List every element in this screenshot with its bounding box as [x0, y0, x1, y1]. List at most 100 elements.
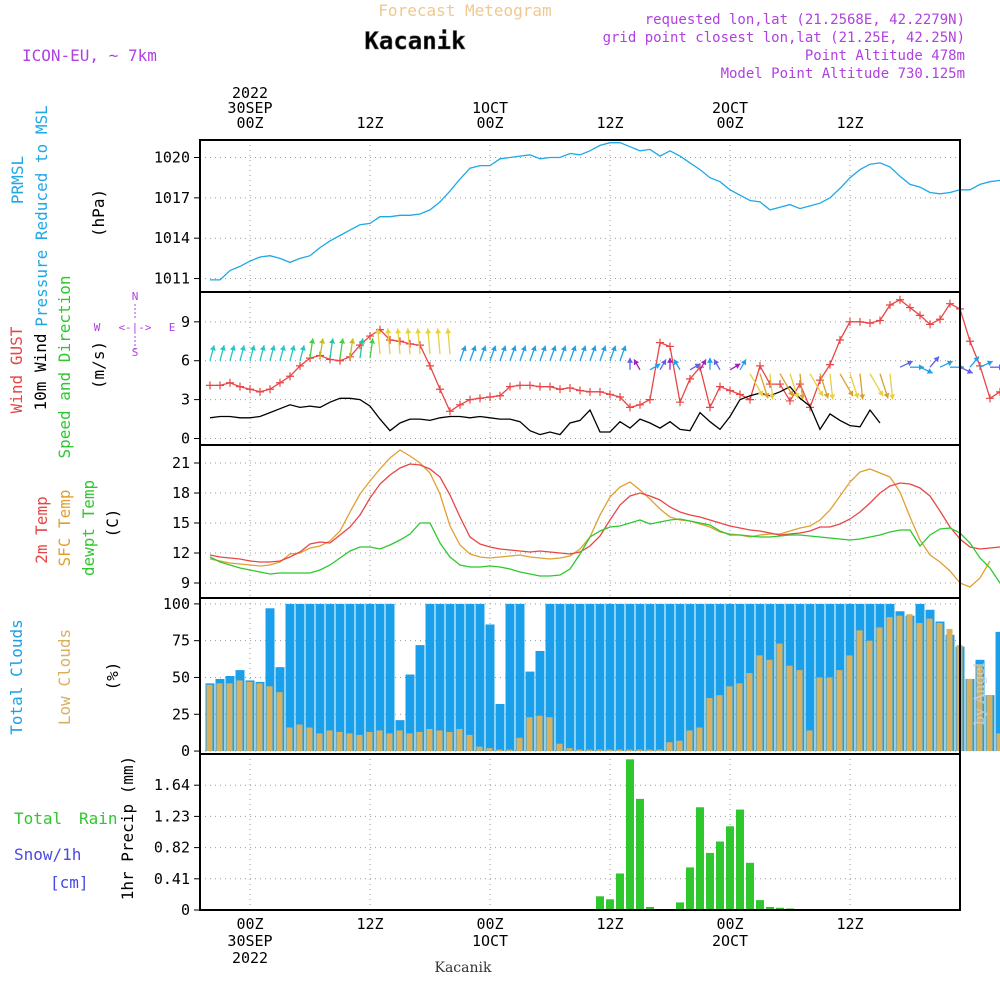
- temp-2m-label: 2m Temp: [32, 496, 51, 563]
- total-cloud-bar: [305, 603, 315, 752]
- low-cloud-bar: [676, 740, 683, 752]
- low-cloud-bar: [736, 683, 743, 752]
- precip-rain-label: Rain: [79, 809, 118, 828]
- ytick-label-cloud: 50: [172, 668, 190, 686]
- wind-arrow-head: [654, 363, 661, 369]
- total-cloud-bar: [475, 603, 485, 752]
- bottom-time-label: 00Z: [716, 915, 743, 933]
- gust-point: [226, 378, 234, 387]
- panel-frame-precip: [199, 753, 961, 911]
- ytick-label-wind: 3: [181, 391, 190, 409]
- gust-point: [516, 381, 524, 390]
- low-cloud-bar: [486, 748, 493, 752]
- total-cloud-bar: [345, 603, 355, 752]
- gust-point: [626, 403, 634, 412]
- gust-point: [496, 391, 504, 400]
- wind-arrow-head: [395, 328, 402, 334]
- precip-unit: 1hr Precip (mm): [118, 756, 137, 901]
- wind-arrow-head: [289, 345, 296, 351]
- wind-arrow-head: [530, 345, 537, 352]
- total-cloud-bar: [265, 608, 275, 752]
- low-cloud-bar: [426, 728, 433, 752]
- series-pressure-prmsl: [210, 142, 1000, 281]
- panel-frame-wind: [199, 291, 961, 446]
- low-cloud-bar: [786, 665, 793, 752]
- low-cloud-bar: [296, 724, 303, 752]
- wind-arrow-head: [580, 345, 587, 352]
- low-cloud-bar: [316, 733, 323, 752]
- wind-arrow-head: [627, 357, 633, 363]
- gust-point: [886, 300, 894, 309]
- wind-arrow-head: [249, 345, 256, 351]
- rain-bar: [706, 852, 714, 910]
- pressure-unit: (hPa): [89, 189, 108, 237]
- cloud-low-label: Low Clouds: [55, 629, 74, 725]
- wind-arrow-head: [620, 345, 627, 352]
- rain-bar: [646, 906, 654, 910]
- wind-arrow-head: [349, 338, 356, 344]
- ytick-label-precip: 1.23: [154, 807, 190, 825]
- wind-arrow-head: [859, 394, 866, 400]
- wind-arrow-head: [259, 345, 266, 351]
- pressure-label: PRMSL: [8, 156, 27, 204]
- gust-point: [536, 382, 544, 391]
- low-cloud-bar: [406, 733, 413, 752]
- wind-arrow-head: [633, 359, 640, 366]
- gust-point: [676, 398, 684, 407]
- low-cloud-bar: [356, 734, 363, 752]
- wind-arrow-head: [847, 390, 854, 397]
- gust-point: [766, 380, 774, 389]
- total-cloud-bar: [735, 603, 745, 752]
- cloud-total-label: Total Clouds: [7, 619, 26, 735]
- total-cloud-bar: [445, 603, 455, 752]
- ytick-label-pressure: 1020: [154, 148, 190, 166]
- gust-point: [856, 317, 864, 326]
- wind-arrow-head: [694, 363, 701, 369]
- rain-bar: [686, 867, 694, 910]
- series-temp-2m-temp: [209, 463, 1000, 563]
- low-cloud-bar: [906, 614, 913, 752]
- ytick-label-cloud: 75: [172, 632, 190, 650]
- wind-arrow-head: [359, 338, 366, 344]
- low-cloud-bar: [226, 683, 233, 752]
- rain-bar: [636, 798, 644, 910]
- wind-arrow-head: [510, 345, 517, 352]
- gust-point: [756, 361, 764, 370]
- wind-arrow-head: [520, 345, 527, 352]
- series-temp-dewpt-temp: [209, 518, 1000, 584]
- precip-snow-label: Snow/1h: [14, 845, 81, 864]
- gust-point: [556, 385, 564, 394]
- series-temp-sfc-temp: [209, 449, 991, 588]
- gust-point: [826, 360, 834, 369]
- gust-point: [666, 342, 674, 351]
- total-cloud-bar: [435, 603, 445, 752]
- total-cloud-bar: [995, 631, 1000, 752]
- top-time-label: 12Z: [836, 114, 863, 132]
- temp-unit: (C): [103, 509, 122, 538]
- wind-arrow-head: [590, 345, 597, 352]
- low-cloud-bar: [306, 727, 313, 752]
- grid-point-coords: grid point closest lon,lat (21.25E, 42.2…: [603, 30, 965, 46]
- total-cloud-bar: [595, 603, 605, 752]
- ytick-label-temp: 12: [172, 544, 190, 562]
- total-cloud-bar: [535, 650, 545, 752]
- wind-arrow-head: [906, 360, 913, 367]
- wind-arrow-head: [986, 360, 993, 367]
- low-cloud-bar: [816, 677, 823, 752]
- total-cloud-bar: [715, 603, 725, 752]
- gust-point: [946, 299, 954, 308]
- gust-point: [506, 382, 514, 391]
- low-cloud-bar: [556, 743, 563, 752]
- gust-point: [706, 403, 714, 412]
- wind-arrow-head: [375, 328, 382, 334]
- total-cloud-bar: [525, 671, 535, 752]
- wind-arrow-head: [763, 392, 770, 399]
- wind-arrow-head: [500, 345, 507, 352]
- wind-arrow-head: [793, 392, 800, 399]
- gust-point: [466, 395, 474, 404]
- temp-dew-label: dewpt Temp: [79, 480, 98, 576]
- rain-bar: [616, 873, 624, 910]
- ytick-label-precip: 1.64: [154, 776, 190, 794]
- low-cloud-bar: [236, 680, 243, 752]
- low-cloud-bar: [846, 655, 853, 752]
